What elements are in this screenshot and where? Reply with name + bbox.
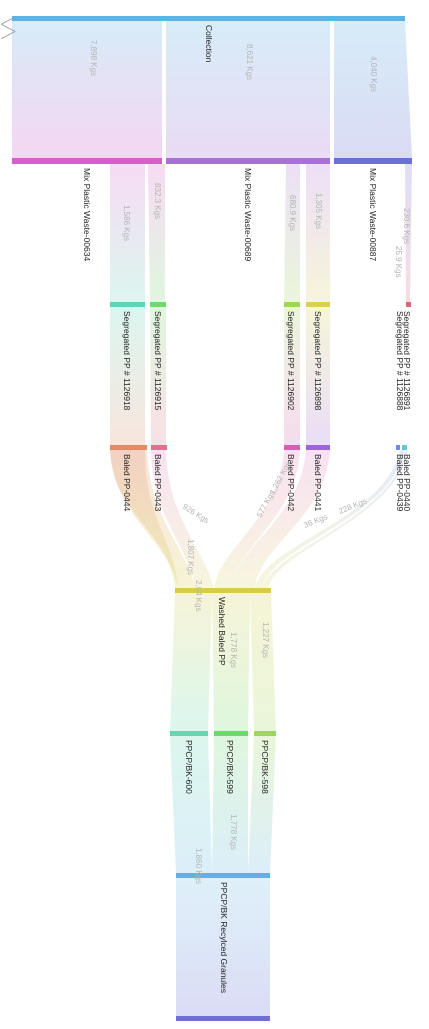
label-washed: Washed Baled PP — [217, 597, 227, 666]
link-bal-0442-washed — [214, 450, 300, 589]
label-seg-1126902: Segregated PP # 1126902 — [286, 311, 296, 411]
link-washed-ppcp-598 — [250, 593, 276, 731]
flow-label-00689-1126898: 1,305 Kgs — [314, 193, 323, 229]
node-bal-0439[interactable] — [396, 445, 400, 450]
link-bal-0443-washed — [151, 450, 214, 589]
label-ppcp-599: PPCP/BK-599 — [225, 740, 235, 794]
label-seg-1126898: Segregated PP # 1126898 — [313, 311, 323, 411]
node-mpw-00689[interactable] — [166, 158, 330, 164]
flow-label-599-granules: 1,778 Kgs — [229, 814, 238, 850]
link-washed-ppcp-600 — [170, 593, 212, 731]
link-seg-1126915-bal-0443 — [150, 307, 166, 446]
link-mpw-00634-seg-1126915 — [148, 164, 165, 303]
label-ppcp-600: PPCP/BK-600 — [184, 740, 194, 794]
link-seg-1126902-bal-0442 — [284, 307, 300, 446]
label-mpw-00689: Mix Plastic Waste-00689 — [243, 168, 253, 261]
node-granules-bottom — [176, 1016, 270, 1021]
flow-label-00689-1126902: 680.9 Kgs — [288, 195, 297, 231]
label-bal-0440: Baled PP-0440 — [402, 454, 412, 511]
link-bal-0441-washed — [232, 450, 330, 589]
label-bal-0444: Baled PP-0444 — [122, 454, 132, 511]
link-mpw-00887-seg-1126888 — [405, 164, 412, 303]
link-collection-mpw-00689 — [166, 20, 330, 158]
node-mpw-00887[interactable] — [334, 158, 412, 164]
node-ppcp-598[interactable] — [254, 731, 276, 736]
link-collection-mpw-00634 — [12, 20, 162, 158]
label-mpw-00634: Mix Plastic Waste-00634 — [82, 168, 92, 261]
node-seg-1126888[interactable] — [406, 302, 411, 307]
label-ppcp-598: PPCP/BK-598 — [260, 740, 270, 794]
label-seg-1126891: Segregated PP # 1126891 — [402, 311, 412, 411]
flow-label-600-granules: 1,860 Kgs — [194, 848, 203, 884]
label-collection: Collection — [204, 25, 214, 63]
node-bal-0442[interactable] — [284, 445, 300, 450]
link-mpw-00634-seg-1126918 — [110, 164, 145, 303]
link-bands — [12, 20, 412, 1017]
link-ppcp-600-granules — [170, 736, 212, 873]
node-ppcp-600[interactable] — [170, 731, 208, 736]
label-bal-0443: Baled PP-0443 — [153, 454, 163, 511]
node-bal-0443[interactable] — [151, 445, 167, 450]
node-seg-1126898[interactable] — [306, 302, 330, 307]
node-granules-top[interactable] — [176, 873, 270, 878]
node-bars — [12, 16, 412, 1021]
label-seg-1126915: Segregated PP # 1126915 — [153, 311, 163, 411]
label-seg-1126918: Segregated PP # 1126918 — [122, 311, 132, 411]
label-granules: PPCP/BK Recylced Granules — [219, 882, 229, 993]
node-seg-1126915[interactable] — [150, 302, 166, 307]
node-bal-0440[interactable] — [402, 445, 407, 450]
flow-label-collection-00689: 8,621 Kgs — [245, 44, 254, 80]
link-seg-1126898-bal-0441 — [306, 307, 330, 446]
flow-label-00634-1126915: 832.3 Kgs — [153, 183, 162, 219]
link-ppcp-599-granules — [212, 736, 248, 873]
label-bal-0441: Baled PP-0441 — [313, 454, 323, 511]
link-mpw-00689-seg-1126898 — [306, 164, 330, 303]
link-mpw-00689-seg-1126902 — [284, 164, 300, 303]
link-collection-mpw-00887 — [334, 20, 412, 158]
node-ppcp-599[interactable] — [214, 731, 248, 736]
link-ppcp-598-granules — [248, 736, 276, 873]
flow-label-washed-599: 1,778 Kgs — [229, 632, 238, 668]
label-mpw-00887: Mix Plastic Waste-00887 — [368, 168, 378, 261]
flow-label-collection-00887: 4,040 Kgs — [369, 56, 378, 92]
flow-label-bal-washed-e: 36 Kgs — [302, 512, 328, 530]
link-bal-0444-washed-wide — [110, 450, 196, 589]
granules-body — [176, 877, 270, 1017]
flow-label-00887-1126888: 230.6 Kgs — [402, 208, 411, 244]
flow-label-00887-1126891: 25.9 Kgs — [394, 246, 403, 278]
node-mpw-00634[interactable] — [12, 158, 162, 164]
link-bal-0440-washed — [262, 450, 408, 589]
label-bal-0439: Baled PP-0439 — [395, 454, 405, 511]
node-seg-1126902[interactable] — [284, 302, 300, 307]
label-seg-1126888: Segregated PP # 1126888 — [395, 311, 405, 411]
flow-label-washed-598: 1,227 Kgs — [261, 622, 270, 658]
link-seg-1126918-bal-0444 — [110, 307, 145, 446]
flow-label-washed-600: 1,807 Kgs — [186, 539, 195, 575]
node-bal-0444[interactable] — [110, 445, 147, 450]
label-bal-0442: Baled PP-0442 — [286, 454, 296, 511]
node-seg-1126918[interactable] — [110, 302, 145, 307]
flow-label-bal-washed-a: 926 Kgs — [181, 502, 211, 525]
flow-label-washed-extra: 2,04 Kgs — [194, 580, 203, 612]
node-collection[interactable] — [12, 16, 405, 21]
node-bal-0441[interactable] — [306, 445, 330, 450]
flow-label-00634-1126918: 1,586 Kgs — [122, 205, 131, 241]
node-washed[interactable] — [175, 588, 271, 593]
flow-label-collection-00634: 7,898 Kgs — [89, 40, 98, 76]
node-labels: Collection Mix Plastic Waste-00634 Mix P… — [82, 25, 412, 993]
link-washed-ppcp-599 — [212, 593, 250, 731]
